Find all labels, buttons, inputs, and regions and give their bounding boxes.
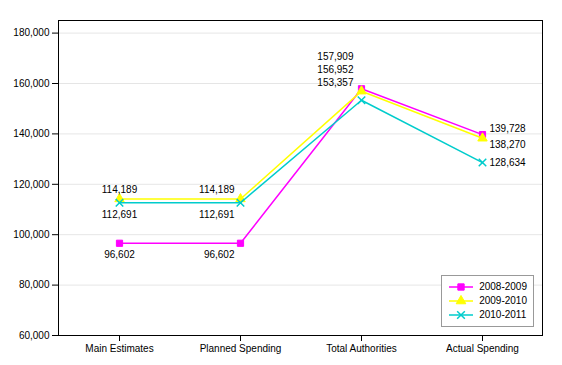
- html-text:2009-2010: 2009-2010: [479, 295, 527, 306]
- svg-text:153,357: 153,357: [317, 77, 354, 88]
- svg-text:160,000: 160,000: [13, 78, 50, 89]
- svg-text:100,000: 100,000: [13, 229, 50, 240]
- svg-text:156,952: 156,952: [317, 64, 354, 75]
- svg-text:Total Authorities: Total Authorities: [326, 343, 397, 354]
- svg-text:112,691: 112,691: [102, 209, 138, 220]
- html-text:2008-2009: 2008-2009: [479, 281, 527, 292]
- svg-text:114,189: 114,189: [199, 184, 235, 195]
- svg-text:60,000: 60,000: [19, 330, 50, 341]
- svg-text:96,602: 96,602: [104, 249, 135, 260]
- svg-text:120,000: 120,000: [13, 179, 50, 190]
- svg-text:138,270: 138,270: [490, 139, 527, 150]
- svg-text:180,000: 180,000: [13, 27, 50, 38]
- html-text:2010-2011: 2010-2011: [479, 309, 527, 320]
- svg-text:96,602: 96,602: [204, 249, 235, 260]
- svg-text:114,189: 114,189: [102, 184, 138, 195]
- svg-text:157,909: 157,909: [317, 51, 354, 62]
- svg-text:80,000: 80,000: [19, 279, 50, 290]
- svg-text:139,728: 139,728: [490, 123, 527, 134]
- svg-text:Main Estimates: Main Estimates: [85, 343, 153, 354]
- svg-text:140,000: 140,000: [13, 128, 50, 139]
- svg-text:128,634: 128,634: [490, 157, 527, 168]
- svg-text:112,691: 112,691: [199, 209, 235, 220]
- svg-text:Planned Spending: Planned Spending: [200, 343, 282, 354]
- svg-text:Actual Spending: Actual Spending: [446, 343, 519, 354]
